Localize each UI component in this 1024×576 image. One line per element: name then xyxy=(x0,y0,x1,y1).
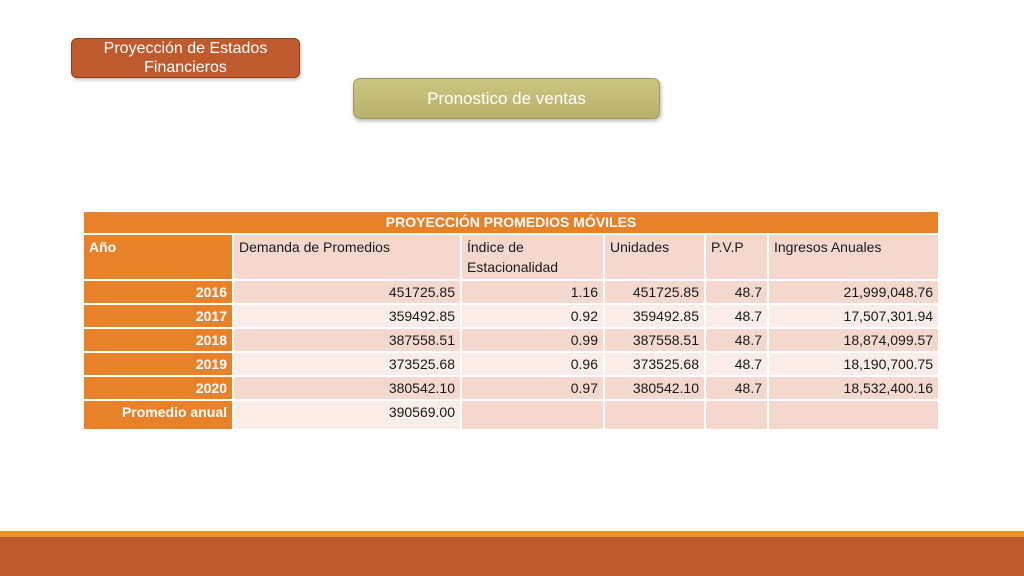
summary-row: Promedio anual 390569.00 xyxy=(82,399,941,431)
empty-cell xyxy=(766,399,941,431)
demand-cell: 380542.10 xyxy=(232,375,462,401)
units-cell: 373525.68 xyxy=(603,351,706,377)
projection-table: PROYECCIÓN PROMEDIOS MÓVILES Año Demanda… xyxy=(81,210,941,431)
table-row: 2016 451725.85 1.16 451725.85 48.7 21,99… xyxy=(82,279,941,305)
column-header-demand: Demanda de Promedios xyxy=(232,233,462,281)
units-cell: 359492.85 xyxy=(603,303,706,329)
seasonality-cell: 0.92 xyxy=(460,303,605,329)
demand-cell: 387558.51 xyxy=(232,327,462,353)
pvp-cell: 48.7 xyxy=(704,327,769,353)
year-cell: 2018 xyxy=(82,327,234,353)
pvp-cell: 48.7 xyxy=(704,375,769,401)
units-cell: 451725.85 xyxy=(603,279,706,305)
seasonality-cell: 0.99 xyxy=(460,327,605,353)
subtitle-label: Pronostico de ventas xyxy=(427,88,586,108)
pvp-cell: 48.7 xyxy=(704,279,769,305)
table-caption: PROYECCIÓN PROMEDIOS MÓVILES xyxy=(81,210,941,235)
year-cell: 2017 xyxy=(82,303,234,329)
table-header-row: Año Demanda de Promedios Índice de Estac… xyxy=(82,233,941,281)
table-row: 2018 387558.51 0.99 387558.51 48.7 18,87… xyxy=(82,327,941,353)
pvp-cell: 48.7 xyxy=(704,303,769,329)
revenue-cell: 18,874,099.57 xyxy=(766,327,941,353)
revenue-cell: 18,190,700.75 xyxy=(766,351,941,377)
year-cell: 2016 xyxy=(82,279,234,305)
table-row: 2020 380542.10 0.97 380542.10 48.7 18,53… xyxy=(82,375,941,401)
column-header-units: Unidades xyxy=(603,233,706,281)
revenue-cell: 17,507,301.94 xyxy=(766,303,941,329)
empty-cell xyxy=(460,399,605,431)
revenue-cell: 21,999,048.76 xyxy=(766,279,941,305)
demand-cell: 373525.68 xyxy=(232,351,462,377)
seasonality-cell: 1.16 xyxy=(460,279,605,305)
demand-cell: 451725.85 xyxy=(232,279,462,305)
title-box: Proyección de Estados Financieros xyxy=(71,38,300,78)
page-title: Proyección de Estados Financieros xyxy=(103,40,268,76)
year-cell: 2019 xyxy=(82,351,234,377)
revenue-cell: 18,532,400.16 xyxy=(766,375,941,401)
table-row: 2017 359492.85 0.92 359492.85 48.7 17,50… xyxy=(82,303,941,329)
footer-band xyxy=(0,537,1024,576)
units-cell: 380542.10 xyxy=(603,375,706,401)
table-caption-row: PROYECCIÓN PROMEDIOS MÓVILES xyxy=(81,210,941,235)
column-header-revenue: Ingresos Anuales xyxy=(766,233,941,281)
summary-label: Promedio anual xyxy=(82,399,234,431)
seasonality-cell: 0.97 xyxy=(460,375,605,401)
seasonality-cell: 0.96 xyxy=(460,351,605,377)
summary-value: 390569.00 xyxy=(232,399,462,431)
pvp-cell: 48.7 xyxy=(704,351,769,377)
empty-cell xyxy=(704,399,769,431)
footer-accent-line xyxy=(0,531,1024,537)
table-row: 2019 373525.68 0.96 373525.68 48.7 18,19… xyxy=(82,351,941,377)
demand-cell: 359492.85 xyxy=(232,303,462,329)
column-header-year: Año xyxy=(82,233,234,281)
units-cell: 387558.51 xyxy=(603,327,706,353)
column-header-pvp: P.V.P xyxy=(704,233,769,281)
column-header-seasonality: Índice de Estacionalidad xyxy=(460,233,605,281)
year-cell: 2020 xyxy=(82,375,234,401)
subtitle-button[interactable]: Pronostico de ventas xyxy=(353,78,660,119)
empty-cell xyxy=(603,399,706,431)
